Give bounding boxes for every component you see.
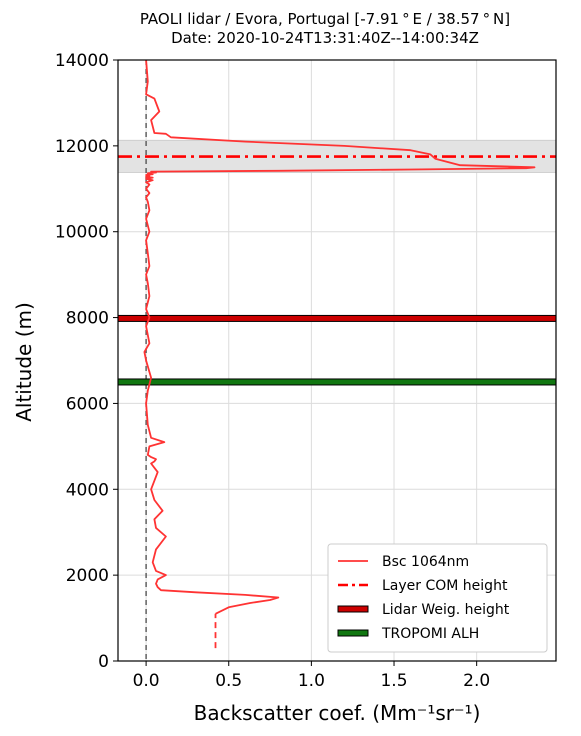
- x-tick-label-4: 2.0: [463, 671, 490, 691]
- y-tick-label-6: 12000: [55, 137, 109, 157]
- y-tick-label-5: 10000: [55, 223, 109, 243]
- bsc-1064nm-profile-line: [143, 59, 536, 615]
- y-tick-label-2: 4000: [66, 480, 109, 500]
- tropomi-alh-band: [117, 378, 557, 386]
- x-tick-label-3: 1.5: [380, 671, 407, 691]
- legend-label-lidar: Lidar Weig. height: [382, 602, 510, 618]
- x-tick-label-2: 1.0: [298, 671, 325, 691]
- x-axis-label: Backscatter coef. (Mm⁻¹sr⁻¹): [194, 701, 481, 725]
- plot-frame: [117, 59, 557, 662]
- y-tick-label-3: 6000: [66, 394, 109, 414]
- legend-label-bsc: Bsc 1064nm: [382, 554, 469, 570]
- series-lines: [143, 59, 536, 649]
- y-tick-label-0: 0: [98, 652, 109, 672]
- y-tick-label-4: 8000: [66, 309, 109, 329]
- legend-label-tropomi: TROPOMI ALH: [381, 626, 479, 642]
- legend-box: [327, 543, 548, 653]
- axis-ticks: 0.0 0.5 1.0 1.5 2.0 0 2000 4000 6000 8000 10000 120…: [55, 51, 490, 691]
- x-tick-label-1: 0.5: [215, 671, 242, 691]
- y-axis-label: Altitude (m): [12, 302, 36, 422]
- legend-swatch-tropomi: [337, 629, 369, 637]
- y-tick-label-7: 14000: [55, 51, 109, 71]
- chart-title-line-1: PAOLI lidar / Evora, Portugal [-7.91 ° E…: [140, 10, 510, 28]
- legend-label-com: Layer COM height: [382, 578, 508, 594]
- legend: Bsc 1064nm Layer COM height Lidar Weig. he…: [327, 543, 548, 653]
- x-tick-label-0: 0.0: [133, 671, 160, 691]
- y-tick-label-1: 2000: [66, 566, 109, 586]
- lidar-weig-height-band: [117, 314, 557, 322]
- legend-swatch-lidar: [337, 605, 369, 613]
- chart-title-line-2: Date: 2020-10-24T13:31:40Z--14:00:34Z: [171, 29, 479, 47]
